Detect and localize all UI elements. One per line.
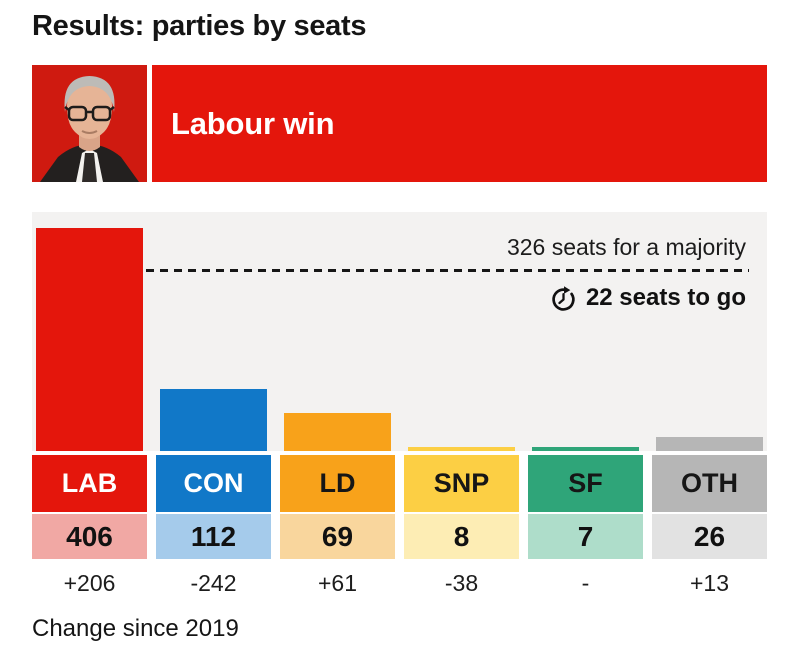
change-since-note: Change since 2019 xyxy=(32,615,239,642)
party-label-snp: SNP xyxy=(404,455,519,512)
party-label-ld: LD xyxy=(280,455,395,512)
seats-to-go: 22 seats to go xyxy=(550,284,746,312)
bar-lab xyxy=(36,228,143,451)
winner-headline: Labour win xyxy=(171,105,335,141)
party-change-con: -242 xyxy=(190,569,237,596)
bar-ld xyxy=(284,413,391,451)
chart-panel: 326 seats for a majority 22 seats to go xyxy=(32,212,767,451)
party-label-sf: SF xyxy=(528,455,643,512)
party-seats-snp: 8 xyxy=(404,514,519,559)
bar-con xyxy=(160,389,267,451)
party-labels-row: LAB CON LD SNP SF OTH xyxy=(32,455,767,512)
keir-starmer-photo xyxy=(32,65,147,182)
party-seats-oth: 26 xyxy=(652,514,767,559)
seats-to-go-label: 22 seats to go xyxy=(585,284,746,311)
page-title: Results: parties by seats xyxy=(32,10,367,42)
party-change-snp: -38 xyxy=(444,569,479,596)
party-seats-ld: 69 xyxy=(280,514,395,559)
party-change-lab: +206 xyxy=(63,569,116,596)
majority-label: 326 seats for a majority xyxy=(506,234,746,260)
majority-dashed-line xyxy=(48,269,749,272)
party-seats-row: 406 112 69 8 7 26 xyxy=(32,514,767,559)
bar-snp xyxy=(408,447,515,451)
party-seats-con: 112 xyxy=(156,514,271,559)
party-seats-lab: 406 xyxy=(32,514,147,559)
party-change-ld: +61 xyxy=(317,569,357,596)
keir-starmer-portrait-illustration xyxy=(32,65,147,182)
party-label-lab: LAB xyxy=(32,455,147,512)
refresh-clock-icon xyxy=(552,285,575,311)
party-changes-row: +206 -242 +61 -38 - +13 xyxy=(32,570,767,596)
winner-banner: Labour win xyxy=(152,65,767,182)
winner-banner-row: Labour win xyxy=(32,65,767,182)
bar-oth xyxy=(656,437,763,451)
party-change-oth: +13 xyxy=(689,569,729,596)
party-change-sf: - xyxy=(581,569,590,596)
party-label-oth: OTH xyxy=(652,455,767,512)
party-label-con: CON xyxy=(156,455,271,512)
bars-container xyxy=(32,228,767,451)
party-seats-sf: 7 xyxy=(528,514,643,559)
bar-sf xyxy=(532,447,639,451)
